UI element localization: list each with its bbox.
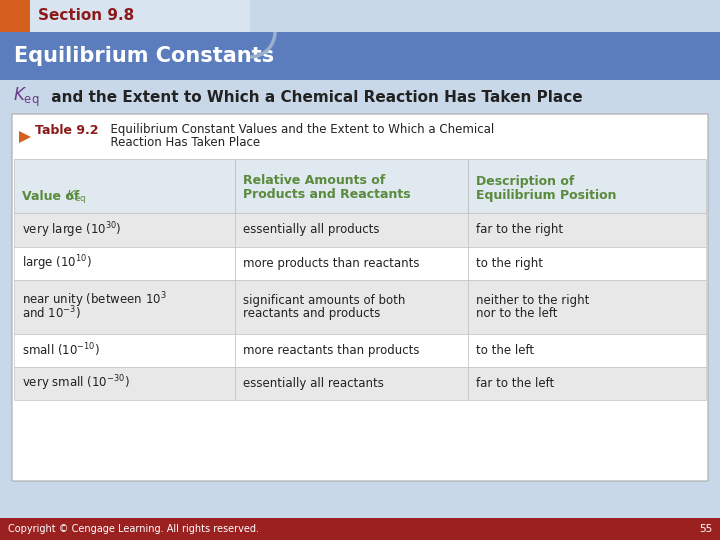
Text: far to the right: far to the right	[476, 224, 563, 237]
Bar	[468, 367, 706, 400]
Text: very small ($10^{-30}$): very small ($10^{-30}$)	[22, 374, 130, 393]
Text: Description of: Description of	[476, 174, 575, 187]
Text: and the Extent to Which a Chemical Reaction Has Taken Place: and the Extent to Which a Chemical React…	[46, 90, 582, 105]
Bar	[14, 213, 235, 247]
Text: to the left: to the left	[476, 344, 534, 357]
Text: Products and Reactants: Products and Reactants	[243, 188, 410, 201]
Text: more reactants than products: more reactants than products	[243, 344, 420, 357]
Text: Value of: Value of	[22, 191, 84, 204]
Text: Table 9.2: Table 9.2	[35, 124, 99, 137]
Bar	[468, 247, 706, 280]
Text: nor to the left: nor to the left	[476, 307, 557, 320]
Text: Equilibrium Constants: Equilibrium Constants	[14, 46, 274, 66]
FancyBboxPatch shape	[12, 114, 708, 481]
Bar	[14, 280, 235, 334]
Bar	[235, 367, 468, 400]
Bar	[235, 334, 468, 367]
Text: very large ($10^{30}$): very large ($10^{30}$)	[22, 220, 122, 240]
Text: essentially all products: essentially all products	[243, 224, 379, 237]
Bar	[468, 159, 706, 213]
Text: neither to the right: neither to the right	[476, 294, 590, 307]
Bar	[235, 213, 468, 247]
Text: Section 9.8: Section 9.8	[38, 9, 134, 24]
Bar	[0, 32, 720, 80]
Bar	[468, 280, 706, 334]
Bar	[0, 518, 720, 540]
Text: near unity (between $10^{3}$: near unity (between $10^{3}$	[22, 291, 166, 310]
Bar	[14, 247, 235, 280]
Text: $\mathit{K}_{\mathrm{eq}}$: $\mathit{K}_{\mathrm{eq}}$	[13, 85, 40, 109]
Text: 55: 55	[698, 524, 712, 534]
Bar	[14, 367, 235, 400]
Bar	[468, 213, 706, 247]
Text: $\mathit{K}_{\mathrm{eq}}$: $\mathit{K}_{\mathrm{eq}}$	[66, 188, 86, 206]
Text: Reaction Has Taken Place: Reaction Has Taken Place	[103, 137, 260, 150]
Text: Equilibrium Constant Values and the Extent to Which a Chemical: Equilibrium Constant Values and the Exte…	[103, 124, 494, 137]
Bar	[235, 280, 468, 334]
Text: significant amounts of both: significant amounts of both	[243, 294, 405, 307]
Text: more products than reactants: more products than reactants	[243, 257, 420, 270]
Text: Relative Amounts of: Relative Amounts of	[243, 174, 385, 187]
Text: Copyright © Cengage Learning. All rights reserved.: Copyright © Cengage Learning. All rights…	[8, 524, 259, 534]
Bar	[235, 159, 468, 213]
Bar	[14, 159, 235, 213]
Text: to the right: to the right	[476, 257, 543, 270]
FancyBboxPatch shape	[30, 0, 250, 32]
Text: essentially all reactants: essentially all reactants	[243, 377, 384, 390]
Text: Equilibrium Position: Equilibrium Position	[476, 188, 616, 201]
Bar	[14, 334, 235, 367]
Text: and $10^{-3}$): and $10^{-3}$)	[22, 305, 81, 322]
Text: far to the left: far to the left	[476, 377, 554, 390]
Polygon shape	[19, 131, 31, 143]
Bar	[235, 247, 468, 280]
Bar	[0, 0, 30, 32]
Text: large ($10^{10}$): large ($10^{10}$)	[22, 254, 92, 273]
Text: small ($10^{-10}$): small ($10^{-10}$)	[22, 342, 100, 359]
Bar	[468, 334, 706, 367]
Text: reactants and products: reactants and products	[243, 307, 380, 320]
